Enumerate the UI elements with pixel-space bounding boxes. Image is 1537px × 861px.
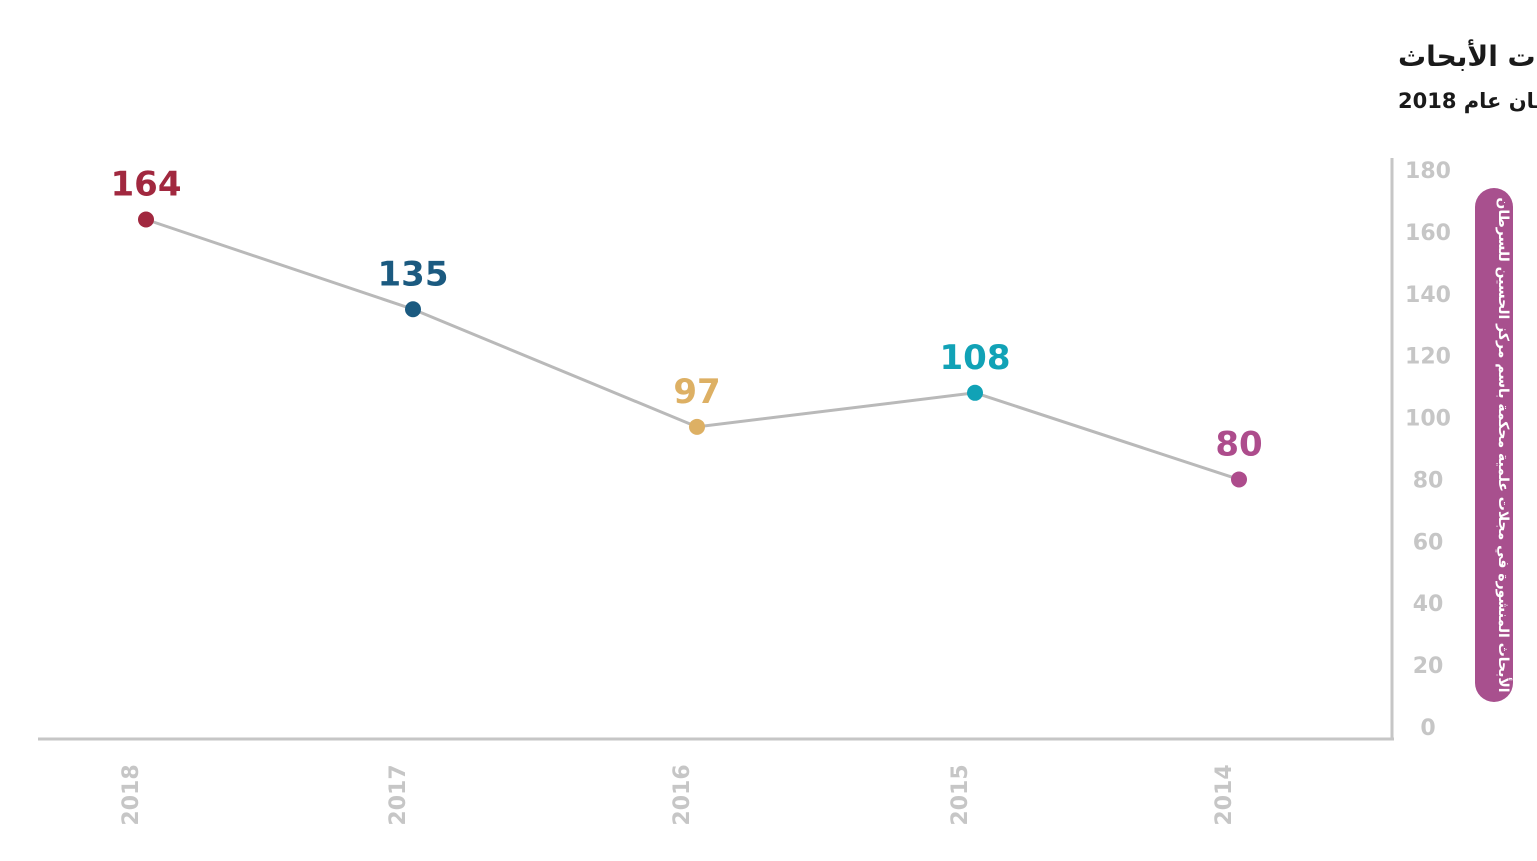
data-label: 164 xyxy=(111,165,182,205)
y-tick-label: 140 xyxy=(1405,283,1451,308)
y-tick-labels: 0 20 40 60 80 100 120 140 160 180 xyxy=(1405,159,1451,741)
x-tick-label: 2017 xyxy=(386,764,411,825)
y-axis-label-background xyxy=(1475,188,1513,702)
series-line xyxy=(145,218,1240,481)
y-tick-label: 80 xyxy=(1413,468,1444,493)
data-point xyxy=(138,211,154,228)
data-point xyxy=(689,418,705,435)
y-tick-label: 160 xyxy=(1405,221,1451,246)
data-label: 135 xyxy=(378,254,449,294)
data-label: 108 xyxy=(940,338,1011,378)
data-point xyxy=(405,301,421,318)
y-tick-label: 60 xyxy=(1413,530,1444,555)
data-labels: 164 135 97 108 80 xyxy=(111,165,1263,465)
y-tick-label: 40 xyxy=(1413,592,1444,617)
x-tick-label: 2016 xyxy=(670,764,695,825)
y-tick-label: 180 xyxy=(1405,159,1451,184)
y-axis-label: الأبحاث المنشورة في مجلات علمية محكمة با… xyxy=(1495,197,1512,692)
y-tick-label: 20 xyxy=(1413,654,1444,679)
x-tick-label: 2014 xyxy=(1212,764,1237,825)
data-points xyxy=(138,211,1247,488)
data-point xyxy=(1231,471,1247,488)
series-line-path xyxy=(145,218,1240,481)
x-tick-label: 2018 xyxy=(119,764,144,825)
chart-subtitle: الأبحاث المنشورة في مجلات علمية محكمة با… xyxy=(1398,87,1537,113)
data-label: 97 xyxy=(673,372,720,412)
y-tick-label: 120 xyxy=(1405,345,1451,370)
chart-title: طلبات الأبحاث xyxy=(1398,39,1537,73)
y-tick-label: 100 xyxy=(1405,407,1451,432)
y-tick-label: 0 xyxy=(1420,716,1435,741)
x-tick-label: 2015 xyxy=(948,764,973,825)
x-tick-labels: 2018 2017 2016 2015 2014 xyxy=(119,764,1237,825)
data-point xyxy=(967,384,983,401)
data-label: 80 xyxy=(1215,424,1262,464)
y-axis-label-pill: الأبحاث المنشورة في مجلات علمية محكمة با… xyxy=(1475,188,1513,702)
axes xyxy=(38,158,1394,741)
